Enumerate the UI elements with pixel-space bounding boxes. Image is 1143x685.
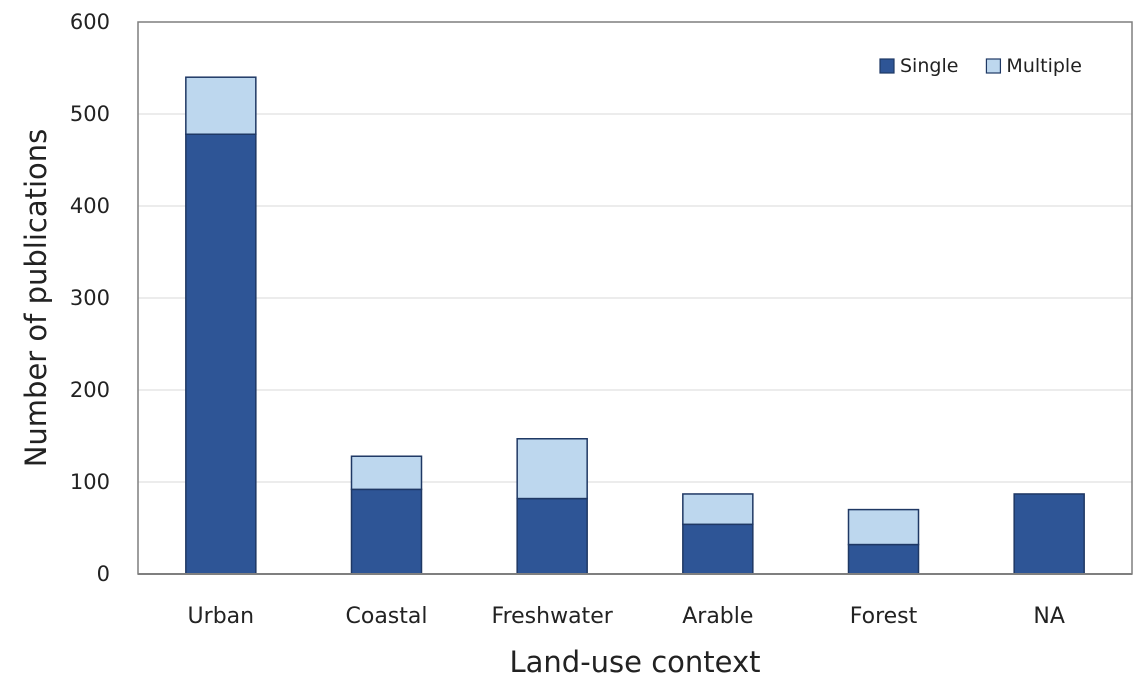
legend-label-multiple: Multiple (1006, 55, 1081, 77)
x-tick-label: Arable (682, 604, 753, 629)
y-axis-tick-labels: 0 100 200 300 400 500 600 (70, 10, 110, 586)
y-tick-label: 400 (70, 194, 110, 218)
bar-segment-single (682, 523, 754, 575)
x-tick-label: Coastal (346, 604, 428, 629)
bar-segment-single (350, 488, 423, 575)
x-axis-category-labels: Urban Coastal Freshwater Arable Forest NA (188, 604, 1065, 629)
bar-segment-single (516, 497, 588, 575)
y-tick-label: 600 (70, 10, 110, 34)
bar-segment-multiple (847, 508, 920, 546)
y-tick-label: 500 (70, 102, 110, 126)
y-tick-label: 0 (97, 562, 110, 586)
gridlines (138, 113, 1132, 483)
x-axis-title: Land-use context (509, 645, 760, 679)
legend-swatch-multiple (985, 58, 1002, 74)
bar-segment-multiple (516, 438, 588, 500)
x-tick-label: Forest (850, 604, 918, 629)
bar-segment-multiple (185, 76, 257, 135)
bar-segment-single (847, 543, 920, 575)
y-tick-label: 300 (70, 286, 110, 310)
legend: Single Multiple (879, 55, 1082, 77)
y-axis-title: Number of publications (19, 129, 53, 468)
legend-swatch-single (879, 58, 895, 74)
y-tick-label: 100 (70, 470, 110, 494)
x-tick-label: Urban (188, 604, 255, 629)
legend-label-single: Single (900, 55, 958, 77)
x-tick-label: NA (1033, 604, 1065, 629)
x-tick-label: Freshwater (492, 604, 614, 629)
bar-segment-single (1013, 493, 1085, 575)
bars (185, 76, 1085, 575)
y-tick-label: 200 (70, 378, 110, 402)
bar-segment-multiple (350, 455, 423, 491)
bar-segment-multiple (682, 493, 754, 526)
bar-segment-single (185, 133, 257, 575)
